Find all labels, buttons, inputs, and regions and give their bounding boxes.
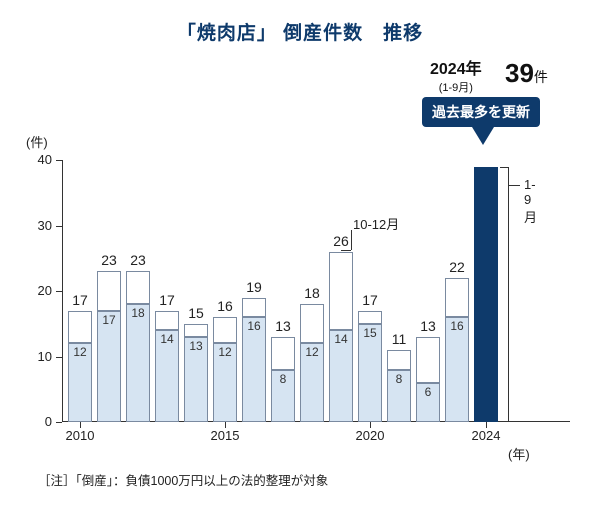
bar-2020: 1517 [358,160,382,422]
y-tick-label: 40 [24,152,52,167]
bar-seg-oct-dec [445,278,469,317]
bar-inner-label: 17 [97,313,121,327]
bar-total-label: 13 [410,318,446,334]
y-tick-label: 0 [24,414,52,429]
bar-2024 [474,160,498,422]
x-tick-label: 2024 [462,428,510,443]
bar-total-label: 17 [352,292,388,308]
x-axis-unit: (年) [508,444,530,463]
bar-inner-label: 12 [68,345,92,359]
bar-total-label: 13 [265,318,301,334]
legend-jan-sep: 1-9月 [524,177,537,226]
bar-inner-label: 8 [271,372,295,386]
bar-seg-oct-dec [155,311,179,331]
bar-total-label: 17 [62,292,98,308]
y-tick-label: 20 [24,283,52,298]
bar-2016: 1619 [242,160,266,422]
bar-2022: 613 [416,160,440,422]
bar-inner-label: 14 [329,332,353,346]
bar-seg-oct-dec [242,298,266,318]
bar-seg-oct-dec [300,304,324,343]
callout-year: 2024年 (1-9月) [430,55,482,95]
legend-line [500,167,508,168]
legend-oct-dec: 10-12月 [353,214,399,233]
bar-seg-jan-sep [126,304,150,422]
y-axis-unit: (件) [26,132,48,151]
bar-2018: 1218 [300,160,324,422]
bar-inner-label: 18 [126,306,150,320]
y-tick [56,422,62,423]
bar-2013: 1417 [155,160,179,422]
y-tick [56,160,62,161]
bar-2012: 1823 [126,160,150,422]
bar-seg-oct-dec [358,311,382,324]
legend-line [500,421,508,422]
x-tick [486,422,487,428]
bar-inner-label: 6 [416,385,440,399]
bar-inner-label: 16 [445,319,469,333]
callout-count-value: 39 [505,58,534,88]
chart-plot-area: 010203040(件)1217172318231417131512161619… [62,160,502,422]
bar-2019: 1426 [329,160,353,422]
bar-total-label: 23 [120,252,156,268]
callout-year-sub: (1-9月) [430,79,482,95]
bar-total-label: 18 [294,285,330,301]
bar-highlight-seg [474,167,498,422]
bar-inner-label: 13 [184,339,208,353]
bar-total-label: 19 [236,279,272,295]
bar-inner-label: 12 [213,345,237,359]
bar-total-label: 22 [439,259,475,275]
bar-seg-jan-sep [97,311,121,422]
bar-seg-oct-dec [126,271,150,304]
y-tick [56,357,62,358]
bar-2015: 1216 [213,160,237,422]
bar-seg-oct-dec [97,271,121,310]
callout-count-unit: 件 [534,69,548,85]
bar-inner-label: 12 [300,345,324,359]
chart-title: 「焼肉店」 倒産件数 推移 [0,0,600,45]
bar-total-label: 16 [207,298,243,314]
chart-footnote: ［注］「倒産」：負債1000万円以上の法的整理が対象 [38,470,328,489]
bar-seg-oct-dec [387,350,411,370]
legend-line [341,250,351,251]
bar-inner-label: 14 [155,332,179,346]
x-tick-label: 2015 [201,428,249,443]
bar-inner-label: 8 [387,372,411,386]
callout-year-main: 2024年 [430,61,482,78]
x-tick [80,422,81,428]
bar-2021: 811 [387,160,411,422]
record-pointer-icon [472,127,494,145]
legend-line [351,230,352,250]
bar-seg-oct-dec [271,337,295,370]
bar-2011: 1723 [97,160,121,422]
bar-inner-label: 15 [358,326,382,340]
x-tick [370,422,371,428]
bar-2014: 1315 [184,160,208,422]
bar-2017: 813 [271,160,295,422]
x-tick [225,422,226,428]
bar-total-label: 26 [323,233,359,249]
legend-line [508,185,520,186]
bar-seg-oct-dec [184,324,208,337]
bar-seg-oct-dec [213,317,237,343]
bar-inner-label: 16 [242,319,266,333]
y-tick [56,226,62,227]
bar-2010: 1217 [68,160,92,422]
x-tick-label: 2010 [56,428,104,443]
record-banner: 過去最多を更新 [422,97,540,127]
bar-2023: 1622 [445,160,469,422]
legend-line [508,167,509,422]
y-tick-label: 10 [24,349,52,364]
bar-seg-oct-dec [68,311,92,344]
bar-seg-oct-dec [329,252,353,331]
callout-count: 39件 [505,58,548,89]
x-tick-label: 2020 [346,428,394,443]
y-tick-label: 30 [24,218,52,233]
bar-seg-oct-dec [416,337,440,383]
